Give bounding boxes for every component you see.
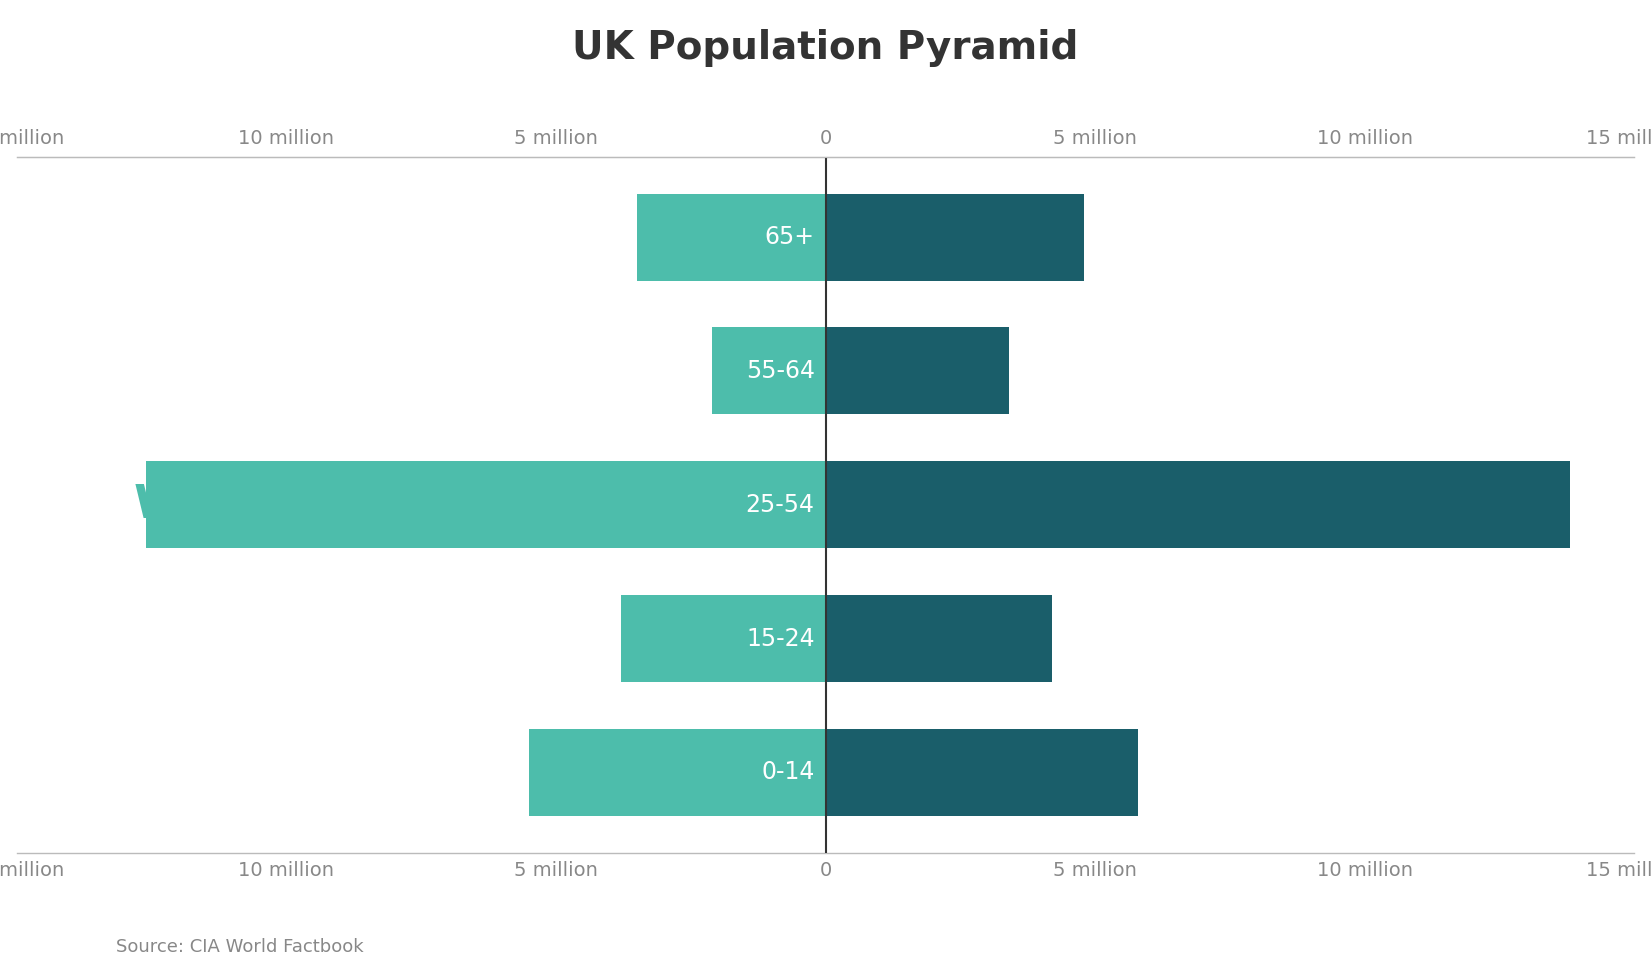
- Bar: [826, 729, 1138, 815]
- Bar: [826, 462, 1570, 548]
- Text: UK Population Pyramid: UK Population Pyramid: [573, 29, 1078, 68]
- Bar: [712, 327, 826, 415]
- Text: 0-14: 0-14: [761, 760, 814, 784]
- Bar: [826, 194, 1085, 280]
- Bar: [826, 327, 1009, 415]
- Text: 65+: 65+: [764, 225, 814, 249]
- Text: 15-24: 15-24: [746, 626, 814, 651]
- Text: 55-64: 55-64: [746, 359, 814, 383]
- Bar: [826, 595, 1052, 682]
- Text: Women: Women: [134, 482, 332, 527]
- Bar: [621, 595, 826, 682]
- Bar: [528, 729, 826, 815]
- Text: 25-54: 25-54: [746, 493, 814, 516]
- Bar: [145, 462, 826, 548]
- Bar: [637, 194, 826, 280]
- Text: Men: Men: [1390, 482, 1502, 527]
- Text: Source: CIA World Factbook: Source: CIA World Factbook: [116, 938, 363, 956]
